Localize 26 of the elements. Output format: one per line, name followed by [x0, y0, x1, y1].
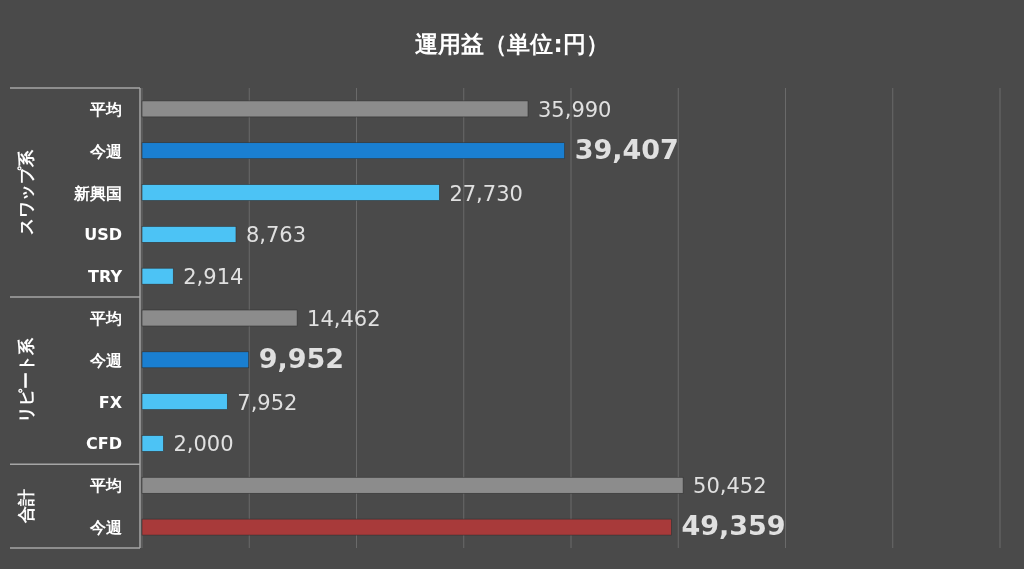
y-tick-label: FX: [98, 392, 123, 412]
y-tick-label: 今週: [89, 350, 123, 370]
y-tick-label: USD: [84, 225, 122, 245]
data-label: 49,359: [681, 510, 786, 542]
data-label: 9,952: [258, 342, 345, 374]
data-label: 14,462: [307, 307, 381, 331]
data-label: 35,990: [537, 97, 612, 122]
text: 合計: [16, 489, 36, 525]
y-tick-label: TRY: [88, 267, 123, 287]
y-tick-label: 新興国: [73, 183, 122, 203]
y-tick-label: CFD: [86, 434, 122, 454]
data-label: 39,407: [574, 133, 679, 165]
data-label: 27,730: [449, 181, 523, 206]
y-tick-label: 平均: [89, 309, 122, 328]
data-label: 50,452: [693, 474, 767, 499]
data-label: 2,000: [173, 432, 234, 457]
y-tick-label: 今週: [89, 141, 123, 161]
data-label: 8,763: [245, 223, 307, 248]
data-label: 7,952: [237, 390, 298, 415]
text: スワップ系: [16, 149, 36, 236]
y-tick-label: 平均: [89, 99, 122, 119]
chart-title: 運用益（単位:円）: [415, 31, 609, 57]
data-label: 2,914: [183, 265, 244, 290]
y-tick-label: 平均: [89, 476, 122, 496]
text: リピート系: [16, 337, 36, 424]
y-tick-label: 今週: [89, 518, 123, 538]
